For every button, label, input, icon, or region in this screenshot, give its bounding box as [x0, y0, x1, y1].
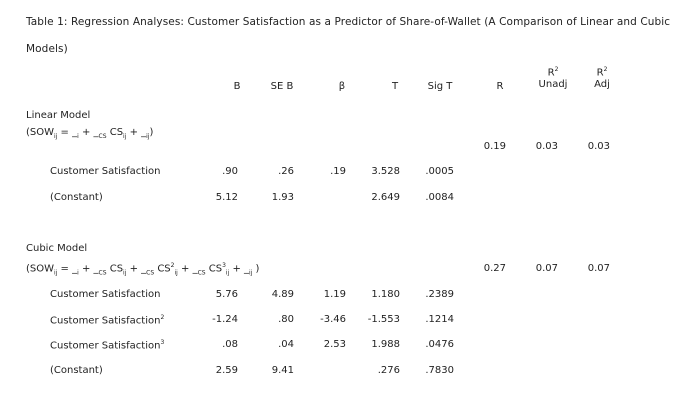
cell-t: .276 — [377, 365, 400, 376]
cell-se-b: 1.93 — [271, 192, 294, 203]
row-label: (Constant) — [50, 365, 103, 376]
cell-sig-t: .2389 — [425, 289, 454, 300]
cell-t: 1.988 — [371, 339, 400, 350]
cell-b: 5.12 — [215, 192, 238, 203]
cell-beta: 2.53 — [323, 339, 346, 350]
cell-beta: 1.19 — [323, 289, 346, 300]
cubic-r: 0.27 — [483, 263, 506, 274]
row-label: Customer Satisfaction2 — [50, 314, 165, 327]
cell-se-b: 4.89 — [271, 289, 294, 300]
cell-b: .90 — [222, 166, 238, 177]
cubic-r2-unadj: 0.07 — [535, 263, 558, 274]
cell-se-b: .80 — [278, 314, 294, 325]
cell-se-b: .26 — [278, 166, 294, 177]
cell-sig-t: .7830 — [425, 365, 454, 376]
cell-b: -1.24 — [212, 314, 238, 325]
row-label: (Constant) — [50, 192, 103, 203]
cubic-model-title: Cubic Model — [26, 243, 88, 254]
cell-b: .08 — [222, 339, 238, 350]
cell-t: -1.553 — [367, 314, 400, 325]
linear-r: 0.19 — [483, 141, 506, 152]
table-caption-line2: Models) — [26, 43, 68, 55]
cell-sig-t: .0084 — [425, 192, 454, 203]
linear-r2-unadj: 0.03 — [535, 141, 558, 152]
row-label: Customer Satisfaction — [50, 289, 161, 300]
linear-r2-adj: 0.03 — [587, 141, 610, 152]
cell-t: 3.528 — [371, 166, 400, 177]
cell-b: 2.59 — [215, 365, 238, 376]
row-label: Customer Satisfaction3 — [50, 339, 165, 352]
cell-sig-t: .0005 — [425, 166, 454, 177]
row-label: Customer Satisfaction — [50, 166, 161, 177]
header-r: R — [496, 81, 504, 92]
cell-sig-t: .0476 — [425, 339, 454, 350]
cell-b: 5.76 — [215, 289, 238, 300]
cell-beta: .19 — [330, 166, 346, 177]
table-caption-line1: Table 1: Regression Analyses: Customer S… — [26, 16, 671, 28]
header-b: B — [233, 81, 241, 92]
header-r2-unadj: R2 Unadj — [538, 66, 568, 91]
linear-model-equation: (SOWij = _i + _CS CSij + _ij) — [26, 127, 154, 140]
header-t: T — [391, 81, 399, 92]
header-sig-t: Sig T — [427, 81, 453, 92]
cell-t: 2.649 — [371, 192, 400, 203]
header-se-b: SE B — [270, 81, 294, 92]
header-beta: β — [338, 81, 346, 92]
header-r2-adj: R2 Adj — [594, 66, 610, 91]
cubic-r2-adj: 0.07 — [587, 263, 610, 274]
cell-sig-t: .1214 — [425, 314, 454, 325]
cell-se-b: 9.41 — [271, 365, 294, 376]
linear-model-title: Linear Model — [26, 110, 91, 121]
cell-se-b: .04 — [278, 339, 294, 350]
cell-t: 1.180 — [371, 289, 400, 300]
cell-beta: -3.46 — [320, 314, 346, 325]
cubic-model-equation: (SOWij = _i + _CS CSij + _CS CS2ij + _CS… — [26, 262, 260, 277]
